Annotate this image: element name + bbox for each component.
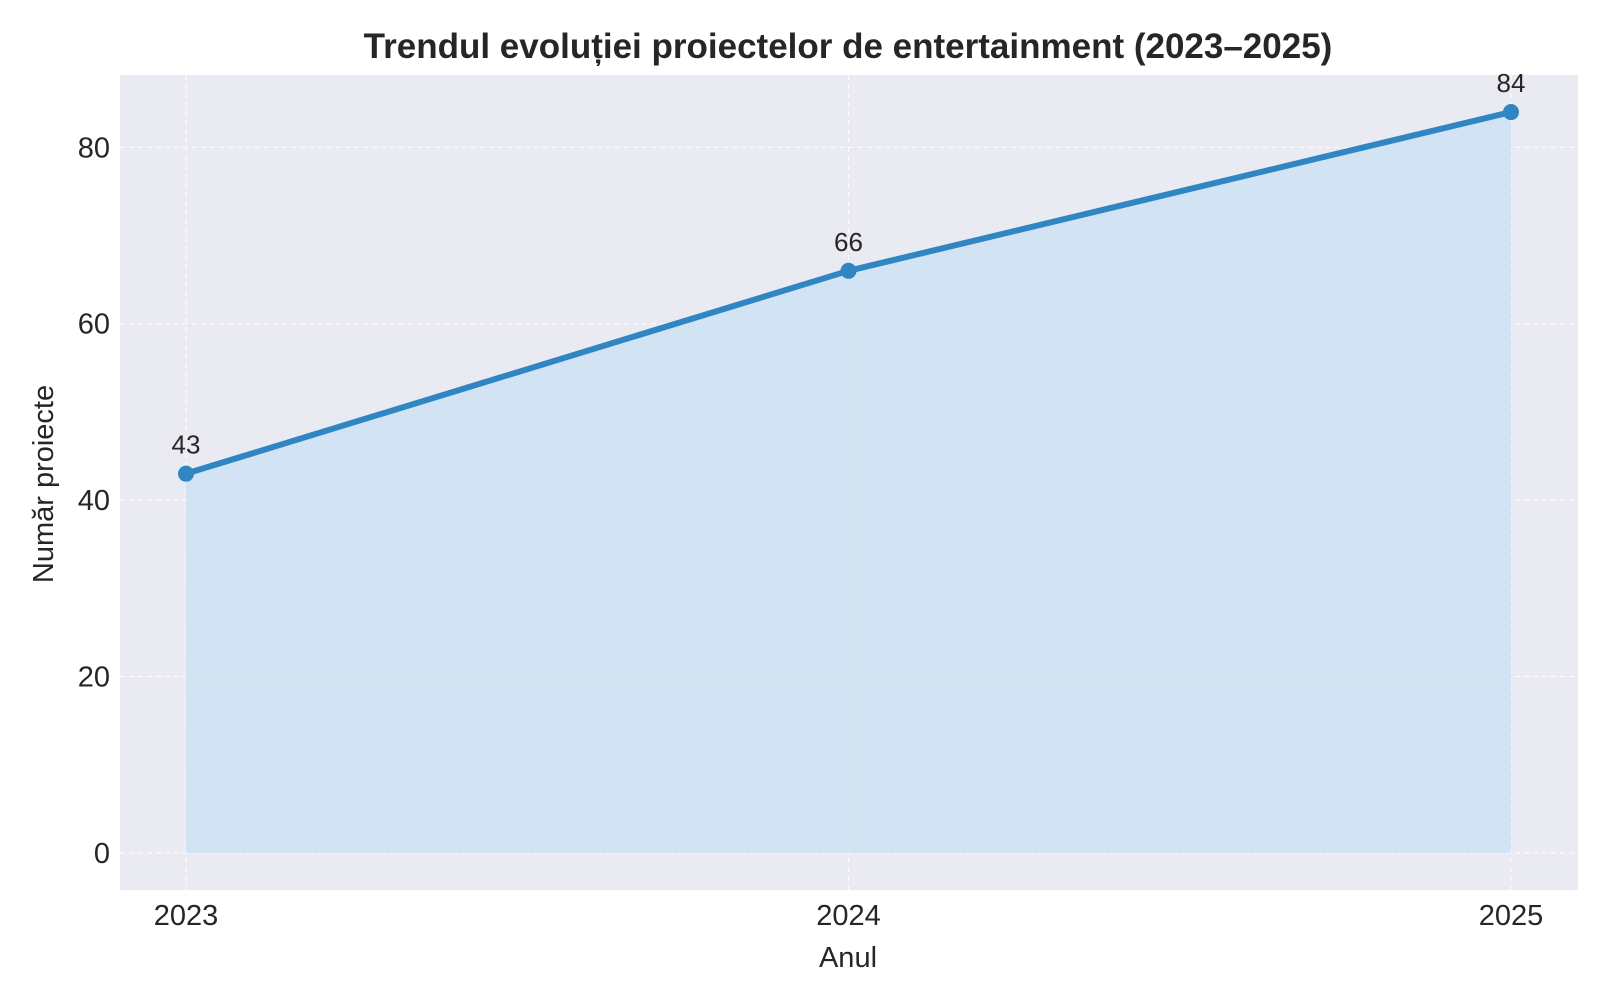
data-point-2023	[178, 465, 194, 482]
x-tick-label-2024: 2024	[816, 900, 881, 932]
x-tick-label-2023: 2023	[154, 900, 219, 932]
x-axis-label: Anul	[819, 942, 877, 974]
area-fill	[186, 112, 1511, 853]
y-tick-label-40: 40	[78, 485, 110, 517]
x-tick-label-2025: 2025	[1479, 900, 1544, 932]
y-axis-label: Număr proiecte	[28, 385, 60, 583]
data-label-2025: 84	[1497, 68, 1526, 98]
x-axis-ticks: 2023 2024 2025	[154, 900, 1544, 932]
data-point-2025	[1503, 104, 1519, 121]
chart-title: Trendul evoluției proiectelor de enterta…	[364, 27, 1333, 66]
y-tick-label-60: 60	[78, 309, 110, 341]
data-point-2024	[840, 262, 857, 279]
y-axis-ticks: 0 20 40 60 80	[78, 132, 110, 870]
y-tick-label-20: 20	[78, 662, 110, 694]
data-labels: 43 66 84	[172, 68, 1526, 460]
y-tick-label-80: 80	[78, 132, 110, 164]
data-label-2024: 66	[834, 227, 863, 257]
data-points	[178, 104, 1519, 482]
data-label-2023: 43	[172, 430, 201, 460]
y-tick-label-0: 0	[94, 838, 110, 870]
